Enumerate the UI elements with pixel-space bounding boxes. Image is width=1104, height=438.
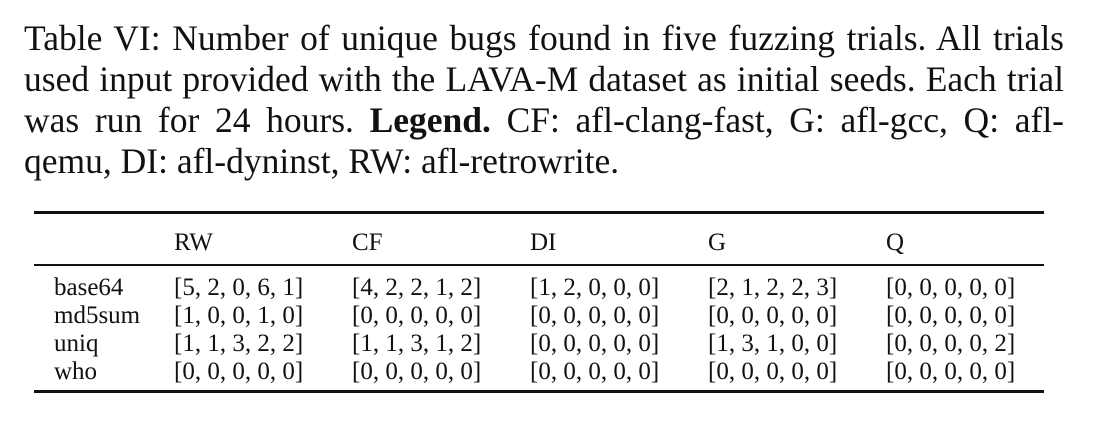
table-cell: [1, 1, 3, 1, 2] xyxy=(352,330,482,357)
table-cell: [0, 0, 0, 0, 0] xyxy=(530,358,660,385)
header-row: RW CF DI G Q xyxy=(34,214,1044,264)
row-label: md5sum xyxy=(54,302,141,329)
table-row: who [0, 0, 0, 0, 0] [0, 0, 0, 0, 0] [0, … xyxy=(34,358,1044,390)
header-cell-program xyxy=(34,214,154,264)
table-cell: [1, 2, 0, 0, 0] xyxy=(530,274,660,301)
header-cell-rw: RW xyxy=(174,228,213,256)
row-label: base64 xyxy=(54,274,124,301)
results-table-container: RW CF DI G Q base64 [5, 2, 0, 6, 1] [4, … xyxy=(34,211,1044,393)
table-cell: [0, 0, 0, 0, 0] xyxy=(886,274,1016,301)
caption-legend-text: CF: afl-clang-fast, G: afl-gcc, Q: afl-q… xyxy=(24,100,1064,181)
caption-legend-label: Legend. xyxy=(369,100,491,140)
row-label: who xyxy=(54,358,98,385)
table-row: uniq [1, 1, 3, 2, 2] [1, 1, 3, 1, 2] [0,… xyxy=(34,330,1044,358)
table-cell: [0, 0, 0, 0, 0] xyxy=(708,302,838,329)
header-cell-di: DI xyxy=(530,228,557,256)
results-table-body: base64 [5, 2, 0, 6, 1] [4, 2, 2, 1, 2] [… xyxy=(34,266,1044,390)
table-caption: Table VI: Number of unique bugs found in… xyxy=(24,18,1064,182)
row-label: uniq xyxy=(54,330,99,357)
header-cell-q: Q xyxy=(886,228,905,256)
table-header-rule xyxy=(34,264,1044,266)
table-top-rule xyxy=(34,211,1044,214)
header-cell-cf: CF xyxy=(352,228,383,256)
table-cell: [0, 0, 0, 0, 0] xyxy=(530,330,660,357)
table-row: base64 [5, 2, 0, 6, 1] [4, 2, 2, 1, 2] [… xyxy=(34,266,1044,302)
table-cell: [0, 0, 0, 0, 0] xyxy=(708,358,838,385)
table-cell: [0, 0, 0, 0, 0] xyxy=(352,358,482,385)
table-bottom-rule xyxy=(34,390,1044,393)
table-cell: [1, 0, 0, 1, 0] xyxy=(174,302,304,329)
caption-lead: Table VI: Number of unique bugs found in… xyxy=(24,18,1064,140)
results-table: RW CF DI G Q xyxy=(34,214,1044,264)
table-cell: [4, 2, 2, 1, 2] xyxy=(352,274,482,301)
table-cell: [5, 2, 0, 6, 1] xyxy=(174,274,304,301)
table-row: md5sum [1, 0, 0, 1, 0] [0, 0, 0, 0, 0] [… xyxy=(34,302,1044,330)
table-cell: [0, 0, 0, 0, 0] xyxy=(886,358,1016,385)
table-cell: [0, 0, 0, 0, 0] xyxy=(530,302,660,329)
table-cell: [0, 0, 0, 0, 2] xyxy=(886,330,1016,357)
table-cell: [1, 3, 1, 0, 0] xyxy=(708,330,838,357)
table-cell: [0, 0, 0, 0, 0] xyxy=(352,302,482,329)
table-cell: [2, 1, 2, 2, 3] xyxy=(708,274,838,301)
table-cell: [0, 0, 0, 0, 0] xyxy=(174,358,304,385)
table-cell: [0, 0, 0, 0, 0] xyxy=(886,302,1016,329)
header-cell-g: G xyxy=(708,228,727,256)
table-cell: [1, 1, 3, 2, 2] xyxy=(174,330,304,357)
